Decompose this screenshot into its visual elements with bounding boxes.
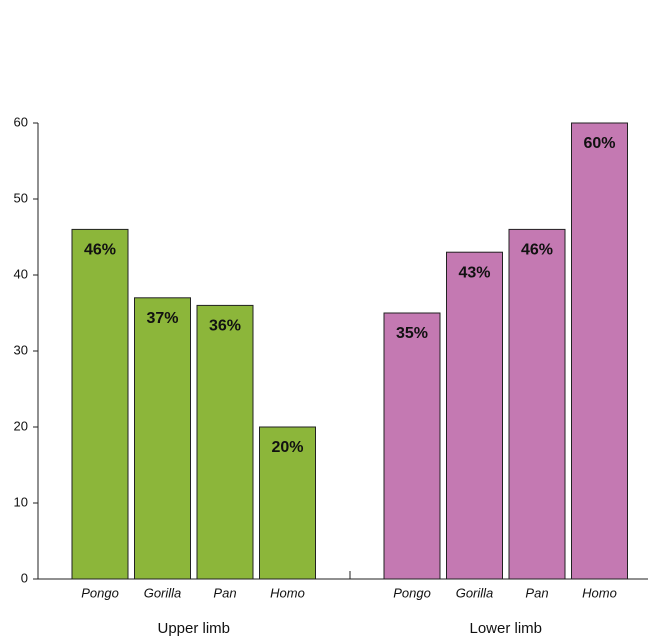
y-tick-label: 40	[14, 266, 28, 281]
value-label: 43%	[458, 264, 490, 281]
x-tick-label: Pan	[525, 585, 548, 600]
group-label: Upper limb	[157, 620, 230, 637]
x-tick-label: Pan	[213, 585, 236, 600]
x-tick-label: Gorilla	[456, 585, 494, 600]
value-label: 60%	[583, 135, 615, 152]
bar	[71, 228, 129, 580]
y-tick-label: 60	[14, 114, 28, 129]
value-label: 46%	[84, 242, 116, 259]
x-tick-label: Gorilla	[144, 585, 182, 600]
bar	[134, 297, 191, 580]
value-label: 46%	[521, 242, 553, 259]
y-tick-label: 30	[14, 342, 28, 357]
bar	[571, 122, 628, 580]
y-tick-label: 10	[14, 494, 28, 509]
x-tick-label: Pongo	[81, 585, 119, 600]
bar	[259, 426, 316, 580]
bar	[446, 251, 503, 580]
x-tick-label: Homo	[270, 585, 305, 600]
value-label: 36%	[209, 318, 241, 335]
bar	[196, 304, 254, 580]
y-tick-label: 0	[21, 570, 28, 585]
bar	[508, 228, 566, 580]
bar	[383, 312, 441, 580]
y-tick-label: 50	[14, 190, 28, 205]
value-label: 20%	[271, 439, 303, 456]
group-label: Lower limb	[469, 620, 542, 637]
value-label: 37%	[146, 310, 178, 327]
value-label: 35%	[396, 325, 428, 342]
x-tick-label: Pongo	[393, 585, 431, 600]
x-tick-label: Homo	[582, 585, 617, 600]
y-tick-label: 20	[14, 418, 28, 433]
